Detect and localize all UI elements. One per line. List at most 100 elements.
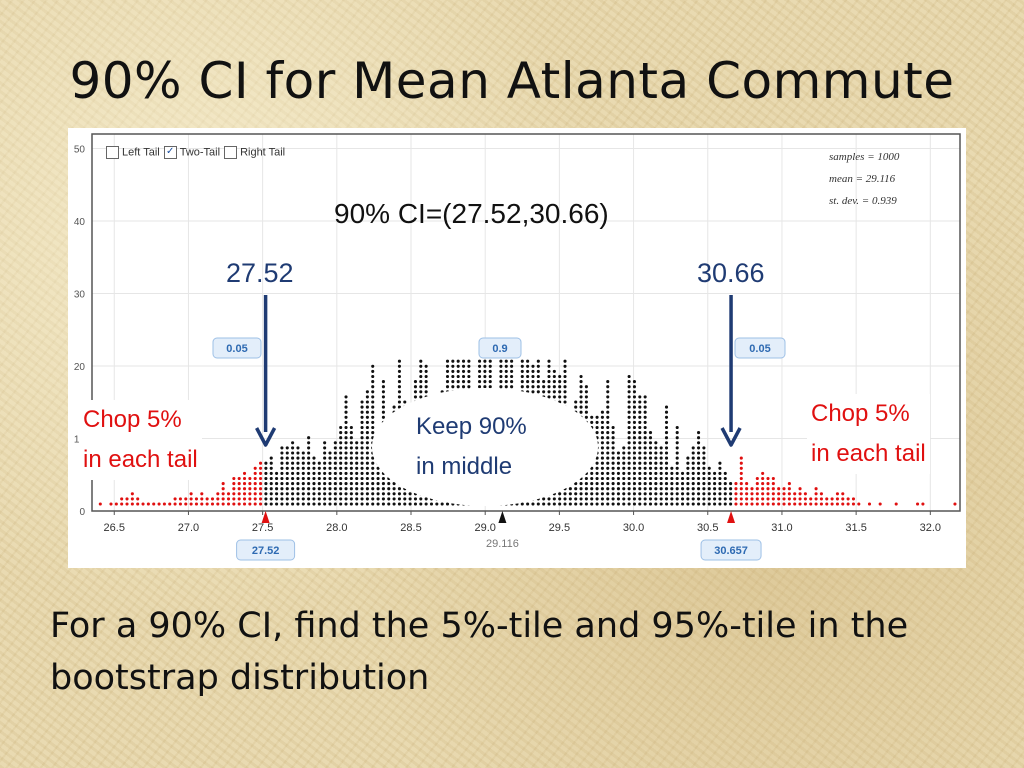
right-tail-checkbox[interactable]: [224, 146, 238, 159]
dot: [275, 476, 279, 481]
dot: [242, 471, 247, 475]
dot: [809, 502, 813, 506]
dot: [590, 415, 594, 419]
dot: [702, 492, 706, 496]
dot: [381, 385, 385, 389]
dot: [301, 502, 305, 506]
dot: [787, 497, 791, 501]
dot: [269, 487, 273, 491]
dot: [371, 502, 375, 506]
dot: [611, 497, 615, 501]
dot: [627, 461, 631, 465]
dot: [771, 497, 775, 501]
dot: [558, 497, 562, 501]
dot: [360, 425, 364, 430]
chop-left-line-2: in each tail: [83, 446, 198, 473]
left-tail-checkbox[interactable]: [106, 146, 119, 159]
dot: [606, 466, 610, 470]
dot: [536, 385, 540, 389]
dot: [627, 487, 631, 491]
dot: [547, 380, 551, 384]
dot: [360, 431, 364, 435]
dot: [547, 385, 551, 389]
two-tail-checkbox[interactable]: ✓: [163, 146, 177, 159]
dot: [713, 497, 717, 501]
dot: [670, 482, 674, 486]
dot: [312, 492, 316, 496]
dot: [365, 471, 369, 475]
dot: [328, 482, 332, 486]
dot: [248, 497, 252, 501]
dot: [280, 466, 284, 470]
dot: [381, 476, 385, 481]
dot: [670, 502, 674, 506]
keep-line-1: Keep 90%: [416, 413, 527, 440]
dot: [648, 502, 653, 506]
dot: [200, 492, 204, 496]
dot: [259, 476, 263, 481]
dot: [600, 441, 604, 445]
dot: [664, 461, 669, 465]
dot: [632, 415, 637, 419]
dot: [702, 456, 706, 460]
dot: [365, 461, 369, 465]
dot: [264, 487, 268, 491]
dot: [461, 374, 466, 379]
dot: [333, 497, 337, 501]
dot: [510, 364, 514, 368]
dot: [269, 456, 273, 460]
dot: [269, 461, 273, 465]
upper-arrow-head: [720, 427, 742, 447]
dot: [328, 476, 332, 481]
dot: [280, 487, 284, 491]
dot: [467, 374, 471, 379]
left-tail-label: Left Tail: [122, 146, 160, 159]
dot: [611, 466, 615, 470]
dot: [547, 497, 551, 501]
dot: [312, 482, 316, 486]
dot: [360, 471, 364, 475]
dot: [632, 385, 637, 389]
dot: [392, 405, 396, 409]
left-tail-option[interactable]: Left Tail: [106, 146, 160, 159]
dot: [739, 502, 743, 506]
dot: [771, 476, 775, 481]
dot: [360, 492, 364, 496]
dot: [600, 451, 604, 455]
dot: [643, 487, 647, 491]
left-tail-proportion-text: 0.05: [226, 343, 247, 355]
dot: [675, 476, 679, 481]
dot: [563, 390, 567, 394]
dot: [627, 436, 631, 440]
dot: [392, 497, 396, 501]
dot: [280, 471, 284, 475]
dot: [611, 471, 615, 475]
dot: [344, 451, 348, 455]
dot: [510, 369, 514, 373]
dot: [296, 466, 300, 470]
dot: [643, 395, 647, 399]
dot: [616, 482, 620, 486]
dot: [317, 461, 321, 465]
dot: [584, 482, 588, 486]
dot: [648, 497, 653, 501]
dot: [664, 441, 669, 445]
two-tail-option[interactable]: ✓ Two-Tail: [163, 146, 220, 159]
keep-middle-callout: Keep 90% in middle: [416, 407, 527, 487]
dot: [312, 497, 316, 501]
right-tail-option[interactable]: Right Tail: [224, 146, 285, 159]
dot: [771, 502, 775, 506]
dot: [713, 471, 717, 475]
dot: [291, 482, 295, 486]
dot: [579, 395, 583, 399]
dot: [424, 380, 428, 384]
dot: [680, 487, 685, 491]
dot: [226, 502, 231, 506]
dot: [397, 400, 401, 404]
dot: [483, 359, 487, 363]
dot: [520, 359, 524, 363]
dot: [232, 497, 236, 501]
dot: [632, 492, 637, 496]
dot: [830, 502, 834, 506]
dot: [307, 482, 311, 486]
